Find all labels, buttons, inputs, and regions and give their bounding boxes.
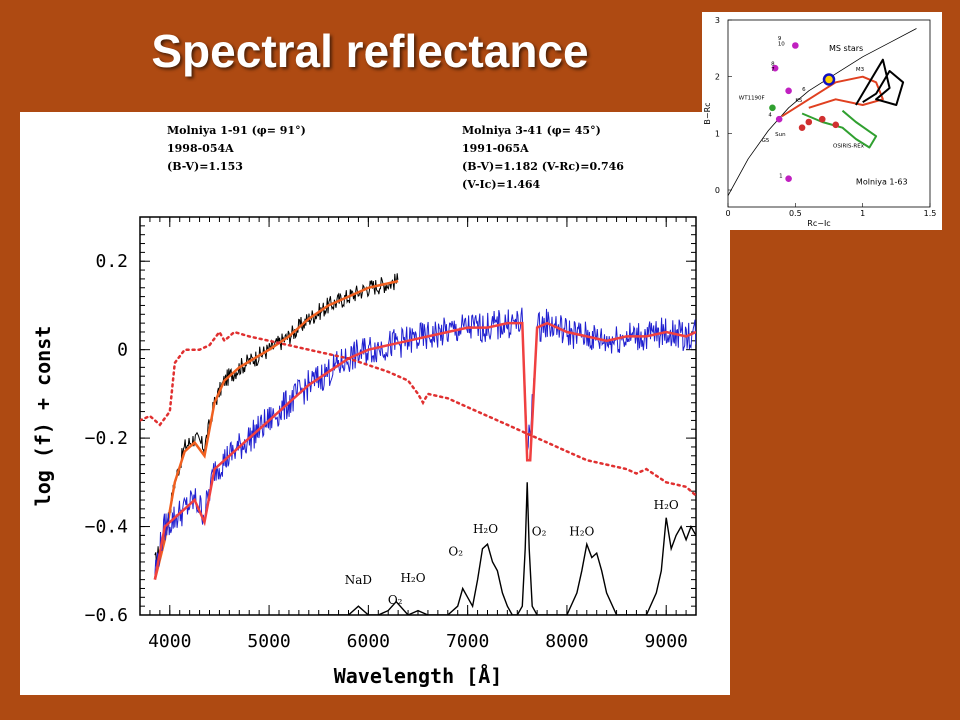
series-3-line [153,321,696,580]
inset-series [727,28,917,196]
inset-point-5 [769,104,776,112]
color-color-inset-panel: 0 0.5 1 1.5 0 1 2 3 Rc−Ic B−Rc MS stars M3 WT1190F K… [702,12,942,230]
y-tick-label: −0.6 [85,605,128,626]
inset-label-0: MS stars [829,44,863,53]
inset-frame [727,19,931,208]
chart-axes: 4000 5000 6000 7000 8000 9000 −0.6 −0.4 −0.2 0 0.2… [31,216,697,688]
spectrum-chart-panel: Molniya 1-91 (φ= 91°) 1998-054A (B-V)=1.15… [20,112,730,695]
y-tick-label: −0.2 [85,428,128,449]
inset-y-tick-label: 1 [715,129,720,138]
inset-x-tick-label: 1.5 [924,209,937,218]
plot-frame [139,216,697,616]
inset-point-6 [822,73,836,86]
header-left-line-0: Molniya 1-91 (φ= 91°) [167,124,306,137]
annotation-6: H₂O [569,524,594,538]
x-tick-label: 5000 [247,631,290,652]
annotation-1: O₂ [388,593,403,607]
header-right-line-0: Molniya 3-41 (φ= 45°) [462,124,601,137]
inset-point-7 [805,118,813,126]
x-axis-label: Wavelength [Å] [334,664,503,688]
inset-point-1 [771,64,779,72]
spectrum-chart: Molniya 1-91 (φ= 91°) 1998-054A (B-V)=1.15… [31,124,697,688]
inset-point-8 [818,115,826,123]
header-right-line-2: (B-V)=1.182 (V-Rc)=0.746 [462,160,624,173]
series-5-line [318,482,696,615]
inset-y-tick-label: 2 [715,73,720,82]
header-left-line-1: 1998-054A [167,142,234,155]
inset-x-tick-label: 1 [860,209,865,218]
inset-axes: 0 0.5 1 1.5 0 1 2 3 Rc−Ic B−Rc [703,16,936,228]
header-right-line-3: (V-Ic)=1.464 [462,178,541,191]
inset-y-axis-label: B−Rc [703,102,712,124]
inset-y-tick-label: 0 [715,186,720,195]
inset-label-12: 6 [802,87,806,93]
series-2-line [154,307,696,576]
inset-label-8: 9 [778,36,782,42]
chart-annotations: NaD O₂ H₂O O₂ H₂O O₂ H₂O H₂O [345,498,679,607]
series-4-line [140,329,696,497]
annotation-3: O₂ [448,544,463,558]
inset-series-0 [727,28,917,196]
inset-x-axis-label: Rc−Ic [807,219,830,228]
x-tick-label: 8000 [545,631,588,652]
header-left-line-2: (B-V)=1.153 [167,160,243,173]
inset-label-11: 7 [771,67,775,73]
header-right-line-1: 1991-065A [462,142,529,155]
annotation-5: O₂ [532,524,547,538]
inset-label-9: 10 [778,42,785,48]
inset-x-tick-label: 0 [725,209,730,218]
x-tick-label: 9000 [645,631,688,652]
inset-label-1: M3 [856,67,865,73]
inset-label-3: K5 [795,98,803,104]
inset-label-14: 1 [779,174,783,180]
annotation-0: NaD [345,573,372,587]
y-tick-label: 0.2 [95,251,128,272]
annotation-4: H₂O [473,522,498,536]
inset-point-3 [775,115,783,123]
inset-point-0 [792,42,799,49]
inset-x-tick-label: 0.5 [789,209,802,218]
slide-title: Spectral reflectance [151,25,589,77]
inset-y-tick-label: 3 [715,16,720,25]
inset-labels: MS stars M3 WT1190F K5 G5 Sun OSIRIS-REx Molniy… [739,36,908,186]
y-tick-label: −0.4 [85,517,128,538]
inset-label-2: WT1190F [739,95,765,101]
y-axis-label: log (f) + const [31,326,55,507]
inset-label-5: Sun [775,132,786,138]
x-tick-label: 4000 [148,631,191,652]
x-tick-label: 6000 [347,631,390,652]
inset-point-2 [785,87,792,95]
inset-series-3 [855,58,905,106]
series-1-line [153,279,399,580]
inset-point-10 [798,124,806,131]
chart-series [140,273,696,615]
x-tick-label: 7000 [446,631,489,652]
y-tick-label: 0 [117,340,128,361]
inset-point-4 [785,175,792,182]
inset-label-7: Molniya 1-63 [856,177,908,186]
annotation-2: H₂O [400,571,425,585]
color-color-chart: 0 0.5 1 1.5 0 1 2 3 Rc−Ic B−Rc MS stars M3 WT1190F K… [703,16,936,228]
inset-label-13: 4 [768,112,772,118]
inset-label-10: 8 [771,61,775,67]
annotation-7: H₂O [654,498,679,512]
inset-label-4: G5 [762,138,770,144]
inset-series-2 [801,109,878,149]
inset-series-1 [781,75,884,118]
inset-points [769,42,840,182]
inset-point-9 [832,121,840,129]
chart-header: Molniya 1-91 (φ= 91°) 1998-054A (B-V)=1.15… [167,124,624,191]
inset-label-6: OSIRIS-REx [833,144,865,150]
